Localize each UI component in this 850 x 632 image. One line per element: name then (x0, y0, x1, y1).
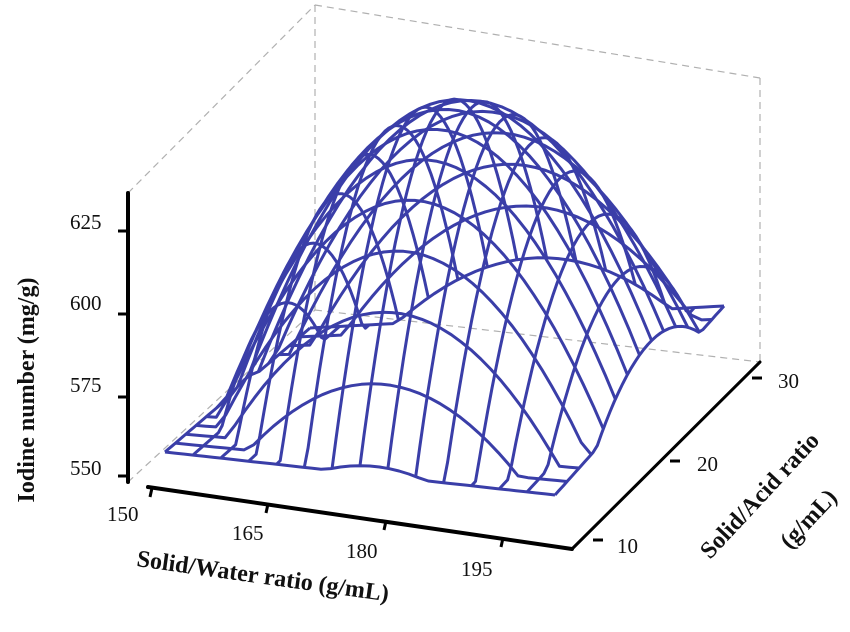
x-tick-label-195: 195 (461, 557, 493, 581)
y-axis-line (570, 360, 762, 551)
y-axis-title: Solid/Acid ratio (695, 428, 825, 564)
x-tick-mark-195 (499, 537, 505, 548)
y-tick-label-30: 30 (778, 369, 799, 393)
z-tick-label-550: 550 (70, 456, 102, 480)
surface-gridline-x-13 (299, 204, 712, 339)
x-tick-label-165: 165 (232, 521, 264, 545)
surface-gridline-x-3 (195, 249, 593, 456)
box-top-left-edge (127, 4, 316, 194)
x-tick-mark-165 (264, 503, 270, 514)
surface-wireframe (164, 97, 726, 497)
box-floor-back-edge (314, 309, 761, 363)
surface-gridline-x-11 (278, 131, 690, 357)
surface-gridline-x-2 (185, 310, 580, 470)
surface-gridline-x-10 (267, 109, 678, 365)
z-tick-label-575: 575 (70, 373, 102, 397)
surface-gridline-x-0 (164, 450, 556, 497)
x-tick-mark-180 (382, 520, 388, 531)
surface-gridline-x-12 (289, 162, 702, 348)
z-tick-label-600: 600 (70, 291, 102, 315)
box-floor-left-edge (127, 309, 316, 483)
x-tick-mark-150 (148, 487, 154, 498)
x-tick-label-180: 180 (346, 539, 378, 563)
surface-gridline-x-8 (246, 98, 653, 378)
z-axis-title: Iodine number (mg/g) (14, 278, 40, 503)
y-axis-ticks (593, 376, 762, 542)
x-tick-label-150: 150 (107, 502, 139, 526)
surface-gridline-y-5 (302, 124, 460, 468)
x-axis-ticks (148, 487, 505, 548)
surface-gridline-x-14 (309, 256, 725, 330)
bounding-box (127, 4, 761, 483)
z-tick-label-625: 625 (70, 210, 102, 234)
y-axis-title-line2: (g/mL) (775, 485, 842, 554)
surface-gridline-x-1 (175, 382, 568, 483)
axes (126, 191, 762, 551)
y-tick-label-10: 10 (617, 534, 638, 558)
z-axis-ticks (118, 229, 128, 478)
y-tick-label-20: 20 (697, 452, 718, 476)
box-top-back-edge (314, 4, 761, 79)
